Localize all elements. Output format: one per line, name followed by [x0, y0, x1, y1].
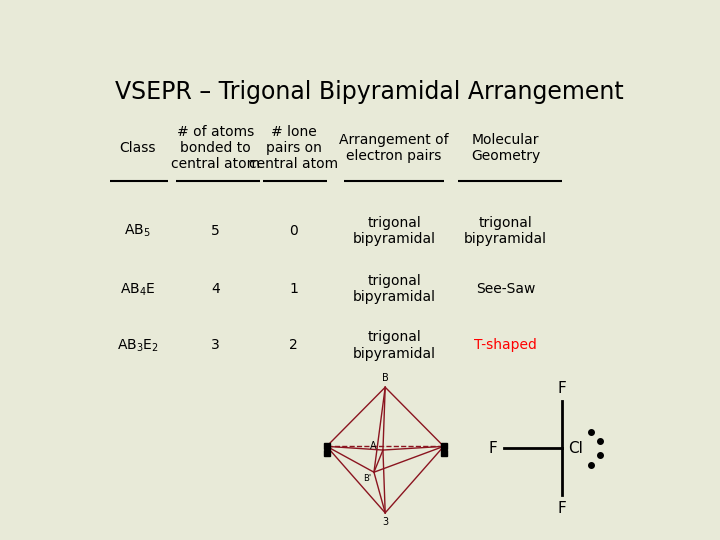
Text: Molecular
Geometry: Molecular Geometry [471, 133, 540, 163]
Text: trigonal
bipyramidal: trigonal bipyramidal [353, 274, 436, 305]
Text: AB$_3$E$_2$: AB$_3$E$_2$ [117, 338, 158, 354]
Text: F: F [488, 441, 497, 456]
Text: B: B [382, 373, 389, 383]
Text: T-shaped: T-shaped [474, 339, 537, 353]
Text: 5: 5 [211, 224, 220, 238]
Text: F: F [557, 381, 566, 395]
Text: Arrangement of
electron pairs: Arrangement of electron pairs [339, 133, 449, 163]
Text: 4: 4 [211, 282, 220, 296]
Text: # lone
pairs on
central atom: # lone pairs on central atom [249, 125, 338, 171]
Text: 3: 3 [382, 517, 388, 527]
Text: B': B' [364, 474, 372, 483]
Text: 2: 2 [289, 339, 298, 353]
Text: Class: Class [120, 141, 156, 155]
Text: AB$_4$E: AB$_4$E [120, 281, 156, 298]
Text: A: A [369, 441, 376, 451]
Text: VSEPR – Trigonal Bipyramidal Arrangement: VSEPR – Trigonal Bipyramidal Arrangement [114, 80, 624, 104]
Text: trigonal
bipyramidal: trigonal bipyramidal [353, 330, 436, 361]
Text: 3: 3 [211, 339, 220, 353]
Text: AB$_5$: AB$_5$ [124, 223, 150, 239]
Text: 0: 0 [289, 224, 298, 238]
Text: trigonal
bipyramidal: trigonal bipyramidal [353, 216, 436, 246]
Text: Cl: Cl [568, 441, 583, 456]
Text: 1: 1 [289, 282, 298, 296]
Text: F: F [557, 501, 566, 516]
Text: # of atoms
bonded to
central atom: # of atoms bonded to central atom [171, 125, 260, 171]
Text: See-Saw: See-Saw [476, 282, 536, 296]
Text: trigonal
bipyramidal: trigonal bipyramidal [464, 216, 547, 246]
